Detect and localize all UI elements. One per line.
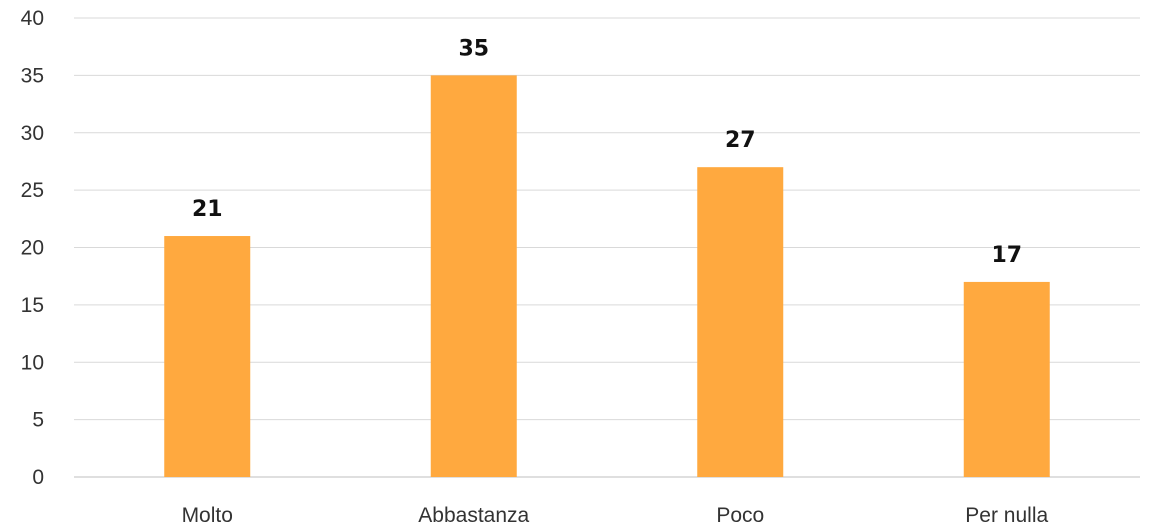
y-tick-label-20: 20 [21, 237, 44, 260]
bar-molto [164, 236, 251, 477]
bar-per-nulla [963, 281, 1050, 477]
y-tick-label-30: 30 [21, 122, 44, 145]
y-tick-label-15: 15 [21, 294, 44, 317]
y-tick-label-10: 10 [21, 351, 44, 374]
y-tick-label-40: 40 [21, 7, 44, 30]
x-tick-label-per-nulla: Per nulla [965, 504, 1048, 526]
bar-abbastanza [430, 75, 517, 477]
x-tick-label-poco: Poco [716, 504, 764, 526]
y-tick-label-25: 25 [21, 179, 44, 202]
bars [164, 75, 1050, 478]
x-tick-label-abbastanza: Abbastanza [418, 504, 529, 526]
x-tick-label-molto: Molto [182, 504, 233, 526]
data-labels: 21 35 27 17 [192, 36, 1022, 268]
data-label-per-nulla: 17 [991, 243, 1022, 268]
data-label-poco: 27 [725, 128, 756, 153]
y-axis-ticks: 0 5 10 15 20 25 30 35 40 [21, 7, 44, 489]
bar-poco [697, 167, 784, 478]
y-tick-label-5: 5 [32, 409, 44, 432]
gridlines [74, 17, 1140, 478]
y-tick-label-0: 0 [32, 466, 44, 489]
y-tick-label-35: 35 [21, 64, 44, 87]
x-axis-ticks: Molto Abbastanza Poco Per nulla [182, 504, 1049, 526]
data-label-molto: 21 [192, 197, 223, 222]
data-label-abbastanza: 35 [458, 36, 489, 61]
